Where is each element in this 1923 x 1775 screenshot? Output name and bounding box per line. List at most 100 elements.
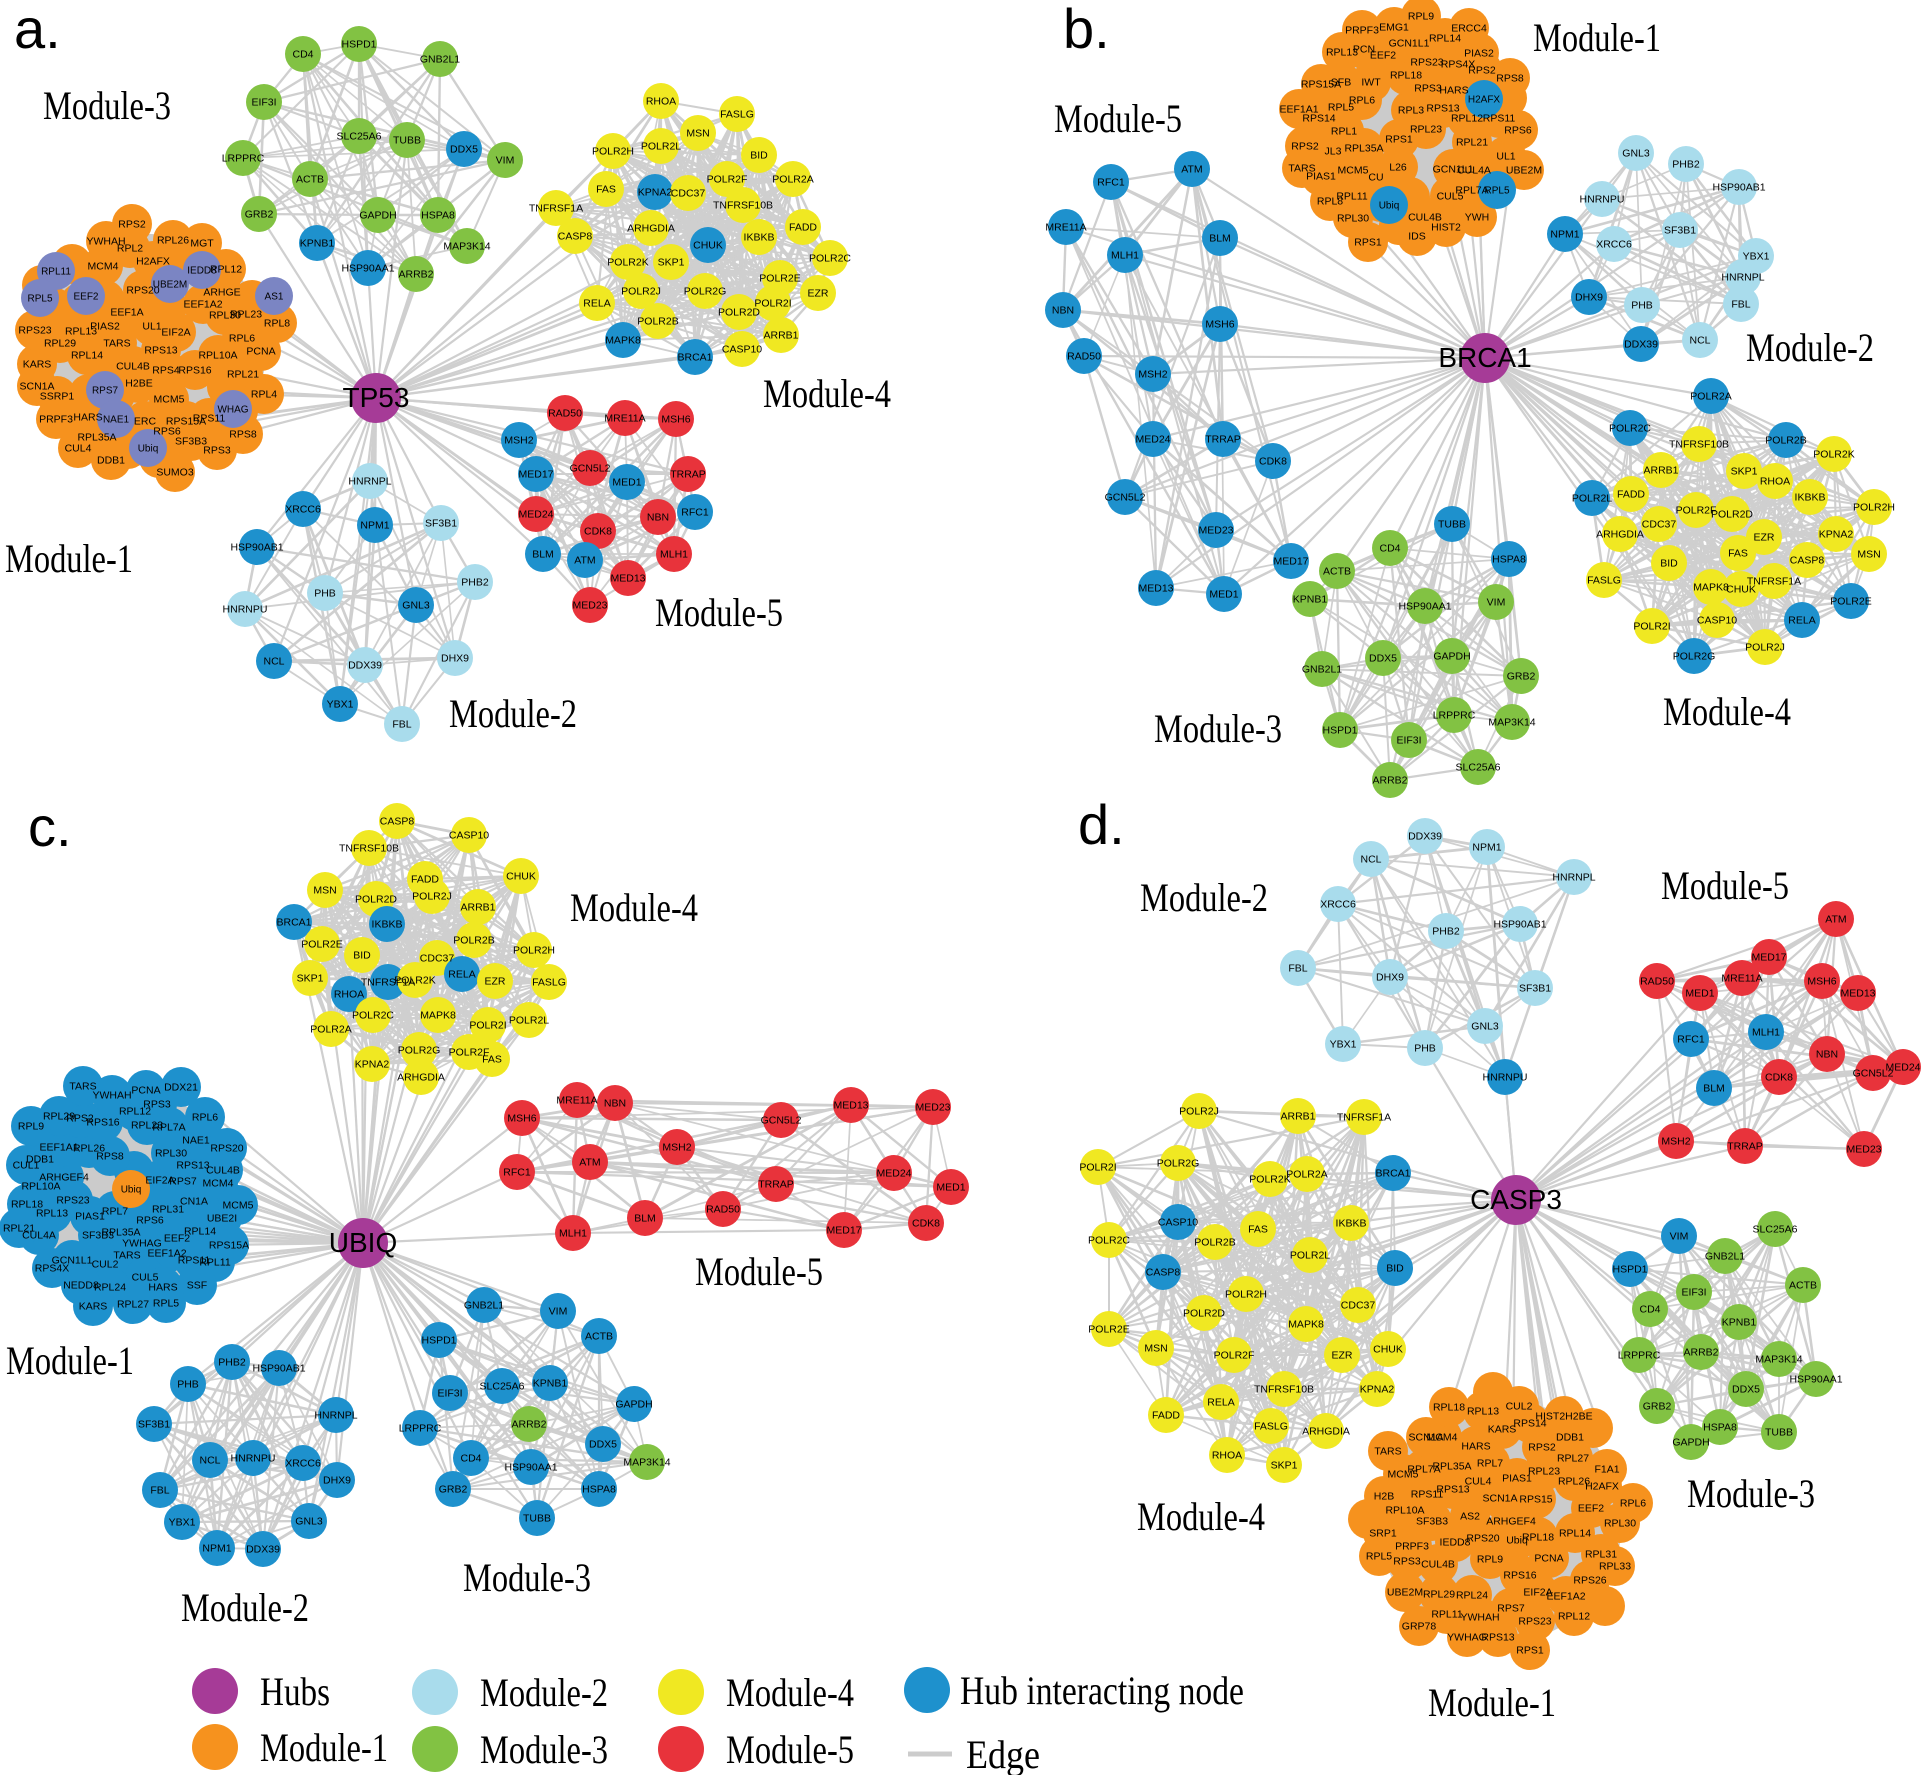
svg-text:RPS3: RPS3 — [1393, 1556, 1421, 1568]
svg-text:CHUK: CHUK — [693, 240, 723, 252]
svg-text:LRPPRC: LRPPRC — [399, 1423, 442, 1435]
svg-text:RPS15A: RPS15A — [166, 416, 206, 428]
svg-text:Module-1: Module-1 — [260, 1725, 388, 1770]
svg-text:RHOA: RHOA — [1760, 476, 1790, 488]
svg-text:CUL5: CUL5 — [1437, 191, 1464, 203]
svg-text:XRCC6: XRCC6 — [285, 1458, 321, 1470]
svg-text:CU: CU — [1368, 172, 1383, 184]
svg-text:RPL10A: RPL10A — [1385, 1505, 1424, 1517]
svg-text:RPL29: RPL29 — [43, 1111, 75, 1123]
svg-text:CASP10: CASP10 — [1158, 1217, 1198, 1229]
svg-text:POLR2B: POLR2B — [1765, 435, 1806, 447]
svg-text:NAE1: NAE1 — [103, 415, 130, 426]
svg-text:TRRAP: TRRAP — [1727, 1141, 1763, 1153]
svg-text:TNFRSF1A: TNFRSF1A — [529, 203, 583, 215]
svg-text:GNL3: GNL3 — [1622, 148, 1650, 160]
svg-text:JL3: JL3 — [1325, 146, 1342, 158]
svg-text:YWHAH: YWHAH — [1460, 1612, 1499, 1624]
svg-text:RPL5: RPL5 — [1484, 186, 1509, 197]
svg-text:EIF2A: EIF2A — [145, 1175, 174, 1187]
svg-text:FAS: FAS — [482, 1054, 502, 1066]
svg-text:POLR2E: POLR2E — [1830, 596, 1871, 608]
svg-text:RHOA: RHOA — [334, 989, 364, 1001]
svg-text:RPL9: RPL9 — [1477, 1554, 1503, 1566]
svg-text:CASP8: CASP8 — [1146, 1267, 1181, 1279]
svg-text:POLR2J: POLR2J — [1179, 1106, 1219, 1118]
svg-text:CUL4: CUL4 — [1465, 1476, 1492, 1488]
svg-text:RPL35A: RPL35A — [1344, 143, 1383, 155]
svg-text:POLR2K: POLR2K — [1813, 449, 1854, 461]
svg-text:IKBKB: IKBKB — [1336, 1218, 1367, 1230]
svg-text:MED1: MED1 — [1209, 589, 1238, 601]
svg-text:EEF1A1: EEF1A1 — [1279, 104, 1318, 116]
svg-text:MSH6: MSH6 — [1205, 319, 1234, 331]
svg-text:RPS16: RPS16 — [178, 365, 211, 377]
svg-text:PIAS1: PIAS1 — [1502, 1473, 1532, 1485]
svg-text:ARRB2: ARRB2 — [1372, 775, 1407, 787]
svg-text:RPL7A: RPL7A — [152, 1122, 185, 1134]
svg-text:POLR2C: POLR2C — [809, 253, 851, 265]
svg-text:RPL21: RPL21 — [3, 1223, 35, 1235]
svg-text:RPL27: RPL27 — [117, 1299, 149, 1311]
svg-text:MAPK8: MAPK8 — [605, 335, 641, 347]
svg-text:IKBKB: IKBKB — [372, 919, 403, 931]
svg-text:MED23: MED23 — [915, 1102, 950, 1114]
svg-text:TNFRSF1A: TNFRSF1A — [361, 977, 415, 989]
svg-text:MAP3K14: MAP3K14 — [623, 1457, 670, 1469]
svg-text:RPL29: RPL29 — [1423, 1589, 1455, 1601]
svg-text:HNRNPU: HNRNPU — [223, 604, 268, 616]
svg-text:EZR: EZR — [485, 976, 506, 988]
svg-text:RPS15A: RPS15A — [209, 1240, 249, 1252]
svg-text:POLR2L: POLR2L — [1290, 1250, 1330, 1262]
svg-text:FASLG: FASLG — [720, 109, 754, 121]
svg-text:MED1: MED1 — [1685, 988, 1714, 1000]
svg-text:RPL13: RPL13 — [36, 1208, 68, 1220]
svg-text:ARHGEF4: ARHGEF4 — [39, 1172, 89, 1184]
svg-text:FAS: FAS — [596, 184, 616, 196]
svg-text:HSPA8: HSPA8 — [1703, 1422, 1737, 1434]
svg-text:HARS: HARS — [1439, 85, 1468, 97]
svg-text:CUL2: CUL2 — [1506, 1401, 1533, 1413]
svg-text:BLM: BLM — [1209, 233, 1231, 245]
svg-text:POLR2K: POLR2K — [394, 975, 435, 987]
svg-text:UBE2M: UBE2M — [1506, 165, 1542, 177]
svg-text:POLR2J: POLR2J — [621, 286, 661, 298]
svg-text:RPL13: RPL13 — [1326, 47, 1358, 59]
svg-text:PHB2: PHB2 — [218, 1357, 246, 1369]
svg-text:ARHGDIA: ARHGDIA — [397, 1072, 445, 1084]
svg-text:EIF3I: EIF3I — [437, 1388, 462, 1400]
svg-text:RPL5: RPL5 — [1328, 102, 1354, 114]
svg-text:TRRAP: TRRAP — [758, 1179, 794, 1191]
svg-text:RPL31: RPL31 — [1585, 1549, 1617, 1561]
svg-text:ATM: ATM — [1825, 914, 1846, 926]
svg-text:EEF2: EEF2 — [164, 1233, 190, 1245]
svg-text:BRCA1: BRCA1 — [677, 352, 712, 364]
svg-text:HNRNPU: HNRNPU — [231, 1453, 276, 1465]
svg-text:RPS11: RPS11 — [1411, 1489, 1444, 1501]
svg-text:KPNA2: KPNA2 — [1360, 1384, 1395, 1396]
svg-text:RPL14: RPL14 — [1559, 1528, 1591, 1540]
svg-text:RPL27: RPL27 — [1557, 1453, 1589, 1465]
svg-text:RPL14: RPL14 — [184, 1226, 216, 1238]
svg-text:RPS6: RPS6 — [153, 426, 181, 438]
svg-text:POLR2E: POLR2E — [301, 939, 342, 951]
svg-text:AS1: AS1 — [265, 292, 284, 303]
svg-text:HSP90AA1: HSP90AA1 — [1398, 601, 1451, 613]
svg-text:FADD: FADD — [789, 222, 817, 234]
svg-text:FBL: FBL — [392, 719, 411, 731]
svg-text:LRPPRC: LRPPRC — [1618, 1350, 1661, 1362]
svg-text:ARRB1: ARRB1 — [460, 902, 495, 914]
svg-text:GCN1L1: GCN1L1 — [1389, 38, 1430, 50]
svg-text:FADD: FADD — [1617, 489, 1645, 501]
svg-text:CHUK: CHUK — [506, 871, 536, 883]
svg-text:Module-3: Module-3 — [480, 1727, 608, 1772]
svg-text:RPS8: RPS8 — [1496, 73, 1524, 85]
svg-text:SF3B1: SF3B1 — [425, 518, 457, 530]
svg-text:SCN1A: SCN1A — [19, 381, 54, 393]
svg-text:RPL26: RPL26 — [73, 1143, 105, 1155]
svg-text:TUBB: TUBB — [1765, 1427, 1793, 1439]
svg-text:HARS: HARS — [1461, 1441, 1490, 1453]
svg-text:POLR2C: POLR2C — [1088, 1235, 1130, 1247]
svg-text:EZR: EZR — [808, 288, 829, 300]
svg-text:KPNA2: KPNA2 — [355, 1059, 390, 1071]
